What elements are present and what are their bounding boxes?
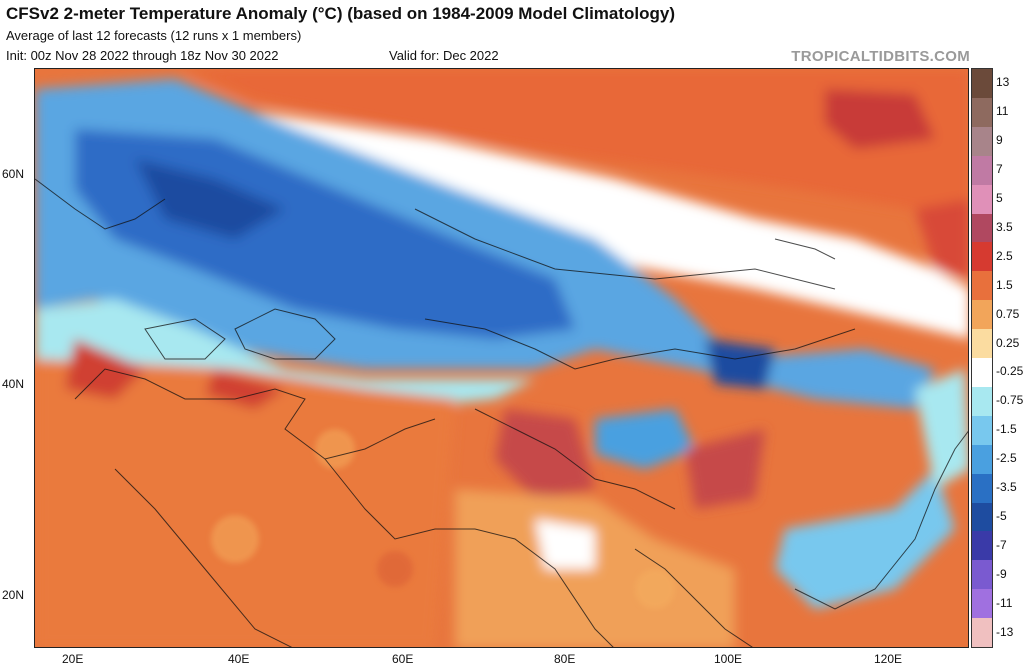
colorbar-label: 0.25	[996, 335, 1020, 350]
colorbar-label: 7	[996, 162, 1003, 177]
tibet-cold-spot	[595, 409, 695, 469]
colorbar-label: 3.5	[996, 219, 1013, 234]
colorbar-segment	[972, 502, 992, 532]
colorbar-segment	[972, 97, 992, 128]
colorbar-label: -13	[996, 624, 1014, 639]
mongolia-cold-spot	[705, 339, 775, 389]
anomaly-field	[35, 69, 968, 647]
lat-label-40n: 40N	[2, 377, 25, 391]
colorbar-label: -3.5	[996, 480, 1017, 495]
lon-label-100e: 100E	[714, 652, 743, 666]
border-line	[424, 318, 856, 370]
colorbar-segment	[972, 415, 992, 446]
lat-label-60n: 60N	[2, 167, 25, 181]
colorbar-segment	[972, 358, 992, 388]
colorbar-segment	[972, 386, 992, 417]
colorbar-segment	[972, 126, 992, 157]
neutral-belt	[215, 109, 968, 339]
colorbar-segment	[972, 184, 992, 214]
arctic-warm-region	[185, 69, 968, 219]
colorbar-segment	[972, 213, 992, 243]
lon-label-120e: 120E	[874, 652, 903, 666]
colorbar-label: 13	[996, 75, 1010, 90]
colorbar-label: 1.5	[996, 277, 1013, 292]
colorbar-label: 0.75	[996, 306, 1020, 321]
colorbar-segment	[972, 444, 992, 475]
warm-patch	[211, 515, 259, 563]
init-time: Init: 00z Nov 28 2022 through 18z Nov 30…	[6, 48, 279, 63]
lon-label-80e: 80E	[554, 652, 576, 666]
map-title: CFSv2 2-meter Temperature Anomaly (°C) (…	[6, 4, 676, 23]
colorbar-label: -0.75	[996, 393, 1024, 408]
colorbar-label: 5	[996, 191, 1003, 206]
colorbar-label: -2.5	[996, 451, 1017, 466]
brand-watermark: TROPICALTIDBITS.COM	[791, 48, 970, 65]
colorbar-label: -7	[996, 537, 1007, 552]
colorbar	[971, 68, 993, 648]
warm-patch	[377, 551, 413, 587]
korea-cool	[915, 369, 968, 489]
warm-patch	[315, 429, 355, 469]
coastlines	[35, 178, 968, 647]
colorbar-segment	[972, 300, 992, 330]
valid-time: Valid for: Dec 2022	[389, 48, 499, 63]
siberia-hot-spot	[825, 89, 935, 149]
coast-line	[324, 458, 614, 647]
colorbar-label: -5	[996, 508, 1007, 523]
colorbar-label: 11	[996, 104, 1009, 119]
colorbar-segment	[972, 560, 992, 590]
colorbar-label: -1.5	[996, 422, 1017, 437]
colorbar-label: 2.5	[996, 248, 1013, 263]
map-subtitle: Average of last 12 forecasts (12 runs x …	[6, 28, 302, 43]
colorbar-segment	[972, 329, 992, 359]
colorbar-segment	[972, 473, 992, 503]
lat-label-20n: 20N	[2, 588, 25, 602]
caspian-sea	[234, 308, 336, 360]
coast-line	[35, 178, 166, 230]
deep-cold-region	[135, 159, 285, 239]
colorbar-segment	[972, 242, 992, 272]
anomaly-map	[34, 68, 969, 648]
middle-east-warm	[35, 359, 455, 647]
colorbar-segment	[972, 271, 992, 301]
colorbar-segment	[972, 69, 992, 99]
lake-baikal	[774, 238, 836, 260]
coast-line	[74, 368, 436, 460]
colorbar-segment	[972, 618, 992, 648]
far-east-hot-spot	[915, 199, 968, 279]
border-line	[414, 208, 836, 290]
colorbar-label: -0.25	[996, 364, 1024, 379]
coast-line	[634, 548, 753, 647]
india-neutral-spot	[535, 519, 595, 569]
lon-label-20e: 20E	[62, 652, 84, 666]
colorbar-label: 9	[996, 133, 1003, 148]
lon-label-40e: 40E	[228, 652, 250, 666]
border-line	[474, 408, 676, 510]
colorbar-segment	[972, 155, 992, 186]
colorbar-segment	[972, 531, 992, 561]
lon-label-60e: 60E	[392, 652, 414, 666]
black-sea	[144, 318, 226, 360]
colorbar-label: -9	[996, 566, 1007, 581]
colorbar-label: -11	[996, 595, 1013, 610]
south-china-cool	[775, 469, 955, 609]
sichuan-hot-spot	[685, 429, 765, 509]
coast-line	[794, 430, 968, 610]
warm-patch	[635, 569, 675, 609]
coast-line	[114, 468, 293, 647]
colorbar-segment	[972, 589, 992, 619]
